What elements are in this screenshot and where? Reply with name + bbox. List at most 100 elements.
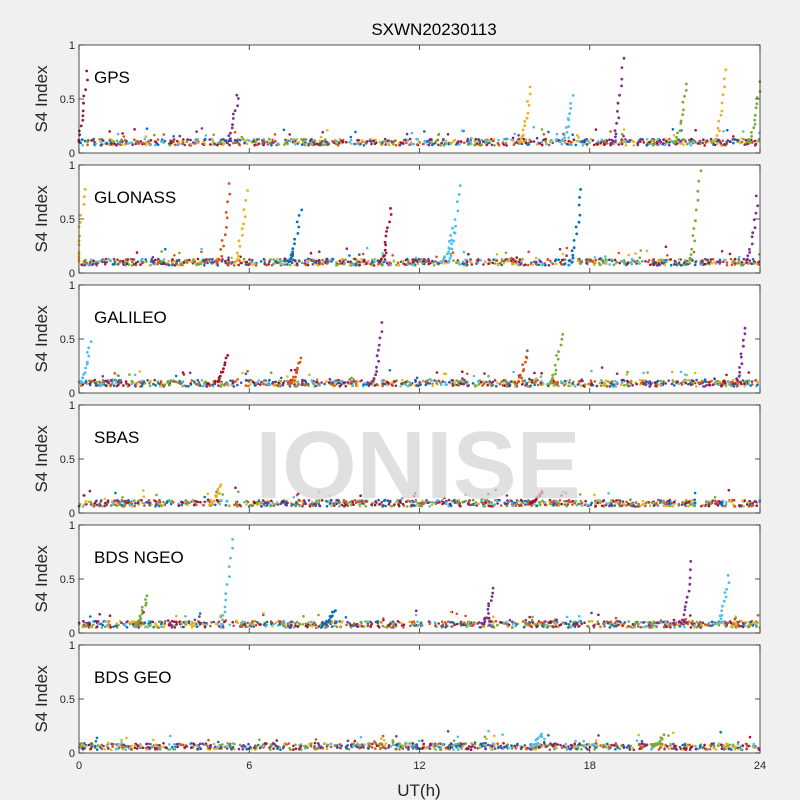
data-point — [755, 625, 758, 628]
data-point — [344, 384, 348, 388]
data-point — [614, 616, 618, 620]
data-point — [451, 226, 454, 230]
data-point — [365, 140, 369, 143]
data-point — [671, 370, 674, 374]
data-point — [275, 258, 279, 261]
data-point — [654, 384, 657, 388]
data-point — [293, 237, 296, 241]
data-point — [358, 260, 361, 264]
data-point — [721, 382, 724, 385]
data-point — [109, 384, 112, 388]
data-point — [392, 143, 395, 146]
data-point — [283, 257, 287, 261]
data-point — [216, 143, 219, 147]
data-point — [233, 141, 236, 144]
data-point — [168, 144, 172, 147]
data-point — [226, 354, 230, 357]
data-point — [632, 504, 636, 508]
data-point — [395, 263, 398, 267]
data-point — [381, 141, 384, 144]
data-point — [713, 260, 716, 264]
data-point — [325, 380, 328, 383]
data-point — [188, 371, 192, 375]
data-point — [345, 623, 348, 627]
data-point — [523, 124, 526, 127]
y-axis-label: S4 Index — [32, 425, 51, 493]
data-point — [449, 234, 452, 237]
data-point — [92, 259, 95, 263]
data-point — [152, 382, 155, 386]
data-point — [160, 140, 163, 143]
data-point — [440, 624, 443, 628]
data-point — [391, 625, 395, 628]
data-point — [168, 621, 172, 625]
data-point — [391, 140, 394, 144]
data-point — [248, 258, 251, 261]
data-point — [182, 625, 185, 629]
data-point — [477, 383, 481, 386]
data-point — [703, 144, 706, 147]
data-point — [388, 623, 391, 626]
data-point — [624, 144, 628, 147]
data-point — [237, 97, 240, 100]
data-point — [528, 85, 532, 89]
data-point — [235, 93, 239, 97]
data-point — [312, 139, 316, 142]
data-point — [109, 626, 113, 629]
data-point — [749, 620, 753, 624]
data-point — [335, 139, 338, 143]
data-point — [128, 503, 131, 507]
data-point — [751, 383, 754, 386]
data-point — [590, 383, 593, 387]
data-point — [108, 614, 112, 617]
data-point — [695, 626, 699, 629]
data-point — [694, 261, 697, 264]
data-point — [273, 133, 277, 136]
data-point — [189, 382, 192, 385]
data-point — [125, 382, 128, 385]
data-point — [630, 262, 634, 266]
data-point — [623, 262, 627, 265]
data-point — [360, 621, 364, 624]
data-point — [738, 624, 741, 628]
data-point — [145, 500, 149, 504]
data-point — [136, 501, 140, 505]
data-point — [331, 381, 334, 385]
data-point — [297, 382, 300, 386]
data-point — [477, 621, 481, 624]
data-point — [266, 143, 270, 146]
data-point — [196, 378, 199, 382]
data-point — [530, 618, 534, 622]
data-point — [639, 621, 643, 624]
data-point — [492, 621, 495, 624]
data-point — [677, 258, 681, 261]
data-point — [620, 84, 623, 88]
y-tick-label: 0.5 — [60, 94, 75, 106]
data-point — [610, 382, 613, 385]
data-point — [233, 109, 237, 113]
data-point — [620, 132, 624, 136]
data-point — [412, 142, 416, 146]
data-point — [546, 258, 550, 261]
data-point — [383, 137, 387, 141]
data-point — [228, 192, 232, 196]
data-point — [119, 378, 122, 382]
data-point — [520, 258, 524, 262]
data-point — [163, 139, 167, 143]
data-point — [753, 122, 757, 126]
data-point — [511, 136, 515, 140]
data-point — [656, 137, 660, 141]
data-point — [755, 96, 759, 99]
data-point — [199, 260, 203, 264]
data-point — [203, 383, 207, 386]
y-axis-label: S4 Index — [32, 65, 51, 133]
data-point — [526, 111, 530, 115]
data-point — [89, 500, 93, 504]
data-point — [723, 85, 726, 89]
data-point — [200, 247, 203, 251]
data-point — [375, 370, 378, 373]
data-point — [168, 383, 171, 387]
data-point — [356, 622, 359, 626]
data-point — [236, 504, 240, 508]
data-point — [670, 140, 674, 143]
